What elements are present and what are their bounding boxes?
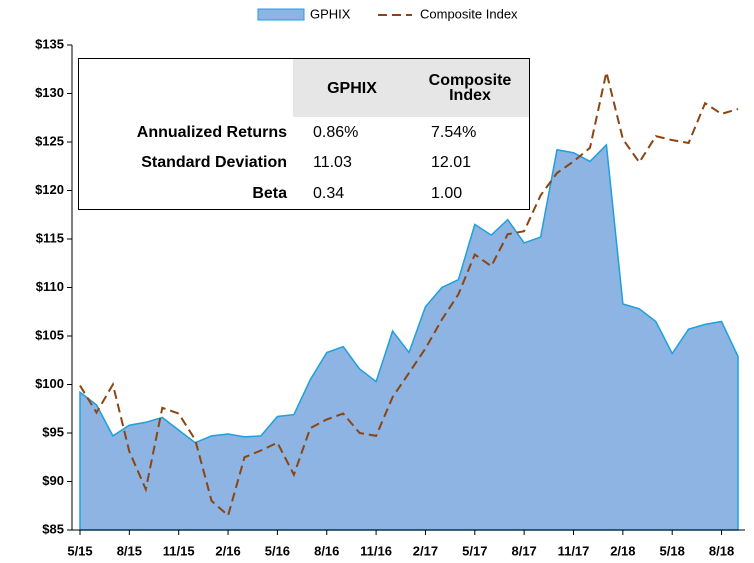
y-tick-label: $110 (36, 279, 64, 294)
area (79, 143, 739, 531)
y-tick-label: $125 (35, 133, 64, 148)
y-tick-label: $95 (42, 424, 64, 439)
cell: 1.00 (431, 184, 463, 202)
x-tick-label: 2/17 (413, 543, 438, 558)
y-tick-label: $130 (35, 85, 64, 100)
x-tick-label: 11/16 (360, 543, 392, 558)
x-tick-label: 8/15 (117, 543, 142, 558)
row: Annualized Returns 0.86% 7.54% (79, 117, 529, 148)
x-tick-label: 5/17 (462, 543, 487, 558)
cell: 7.54% (431, 123, 477, 141)
legend-label: GPHIX (310, 6, 351, 21)
row: Beta 0.34 1.00 (79, 178, 529, 209)
x-tick-label: 8/16 (314, 543, 339, 558)
x-tick-label: 5/16 (265, 543, 290, 558)
table: GPHIX Composite Index Annualized Returns… (79, 59, 529, 209)
x-tick-label: 8/17 (511, 543, 536, 558)
column-header: Composite Index (411, 59, 529, 118)
cell: 12.01 (431, 154, 472, 172)
cell: 11.03 (313, 154, 352, 172)
row-label: Standard Deviation (141, 154, 287, 172)
x-tick-label: 2/18 (610, 543, 635, 558)
legend-label: Composite Index (420, 6, 518, 21)
y-tick-label: $120 (35, 182, 64, 197)
corner (79, 59, 293, 118)
cell: 0.34 (313, 184, 345, 202)
x-tick-label: 2/16 (215, 543, 240, 558)
header-row: GPHIX Composite Index (79, 59, 529, 118)
x-tick-label: 11/17 (558, 543, 590, 558)
y-tick-label: $100 (35, 376, 64, 391)
y-tick-label: $135 (35, 36, 64, 51)
y-tick-label: $85 (42, 521, 64, 536)
line (79, 71, 739, 518)
row: Standard Deviation 11.03 12.01 (79, 148, 529, 179)
row-label: Beta (252, 184, 287, 202)
x-tick-label: 8/18 (709, 543, 734, 558)
row-label: Annualized Returns (136, 123, 287, 141)
y-tick-label: $115 (36, 230, 64, 245)
x-tick-label: 5/18 (660, 543, 685, 558)
legend-swatch (257, 8, 305, 21)
x-tick-label: 11/15 (163, 543, 195, 558)
x-tick-label: 5/15 (67, 543, 92, 558)
column-header: GPHIX (293, 59, 411, 118)
cell: 0.86% (313, 123, 359, 141)
stats-table: GPHIX Composite Index Annualized Returns… (78, 58, 530, 210)
y-tick-label: $90 (42, 473, 64, 488)
y-tick-label: $105 (35, 327, 64, 342)
